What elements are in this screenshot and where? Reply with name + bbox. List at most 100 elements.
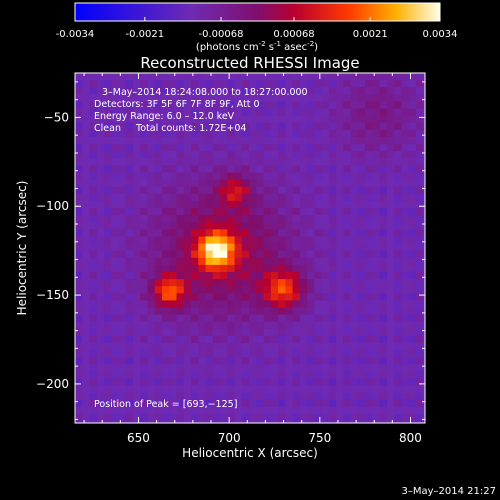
heatmap-cell xyxy=(140,158,149,166)
heatmap-cell xyxy=(256,193,265,202)
heatmap-cell xyxy=(357,279,366,287)
heatmap-cell xyxy=(205,371,214,380)
heatmap-cell xyxy=(198,151,207,159)
heatmap-cell xyxy=(365,144,374,152)
heatmap-cell xyxy=(285,236,294,245)
heatmap-cell xyxy=(89,165,98,174)
heatmap-cell xyxy=(104,94,112,103)
heatmap-cell xyxy=(104,236,112,245)
heatmap-cell xyxy=(111,350,120,358)
heatmap-cell xyxy=(256,200,265,209)
heatmap-cell xyxy=(191,215,199,223)
heatmap-cell xyxy=(321,314,330,323)
heatmap-cell xyxy=(423,129,425,138)
heatmap-cell xyxy=(176,300,185,309)
heatmap-cell xyxy=(299,222,308,230)
y-axis-label: Heliocentric Y (arcsec) xyxy=(15,181,29,316)
heatmap-cell xyxy=(147,343,156,351)
heatmap-cell xyxy=(205,193,214,202)
heatmap-cell xyxy=(96,264,105,273)
heatmap-cell xyxy=(328,257,337,266)
heatmap-cell xyxy=(379,335,388,344)
heatmap-cell xyxy=(321,385,330,394)
heatmap-cell xyxy=(328,314,337,323)
heatmap-cell xyxy=(285,407,294,415)
heatmap-cell xyxy=(292,144,301,152)
heatmap-cell xyxy=(415,115,424,124)
heatmap-cell xyxy=(220,222,228,230)
heatmap-cell xyxy=(111,129,120,138)
heatmap-cell xyxy=(169,307,178,316)
heatmap-cell xyxy=(278,94,286,103)
heatmap-cell xyxy=(285,385,294,394)
heatmap-cell xyxy=(379,385,388,394)
heatmap-cell xyxy=(154,229,163,238)
heatmap-cell xyxy=(357,257,366,266)
colorbar: -0.0034 -0.0021 -0.00068 0.00068 0.0021 0.003… xyxy=(56,2,458,53)
heatmap-cell xyxy=(263,165,272,174)
heatmap-cell xyxy=(191,165,199,174)
heatmap-cell xyxy=(292,250,301,259)
heatmap-cell xyxy=(415,179,424,188)
heatmap-cell xyxy=(408,215,417,223)
heatmap-cell xyxy=(191,129,199,138)
heatmap-cell xyxy=(147,407,156,415)
heatmap-cell xyxy=(111,193,120,202)
heatmap-cell xyxy=(249,307,257,316)
heatmap-cell xyxy=(278,335,286,344)
heatmap-cell xyxy=(401,80,410,88)
heatmap-cell xyxy=(75,264,83,273)
heatmap-cell xyxy=(212,357,221,365)
heatmap-cell xyxy=(343,243,352,252)
heatmap-cell xyxy=(162,421,170,423)
heatmap-cell xyxy=(176,293,185,302)
heatmap-cell xyxy=(285,208,294,216)
heatmap-cell xyxy=(394,293,403,302)
heatmap-cell xyxy=(249,222,257,230)
heatmap-cell xyxy=(386,108,395,117)
heatmap-cell xyxy=(249,158,257,166)
heatmap-cell xyxy=(234,250,243,259)
heatmap-cell xyxy=(147,200,156,209)
heatmap-cell xyxy=(169,158,178,166)
heatmap-cell xyxy=(125,129,134,138)
heatmap-cell xyxy=(140,179,149,188)
heatmap-cell xyxy=(350,293,359,302)
heatmap-cell xyxy=(227,136,236,145)
heatmap-cell xyxy=(183,279,192,287)
heatmap-cell xyxy=(89,186,98,195)
heatmap-cell xyxy=(89,300,98,309)
heatmap-cell xyxy=(328,179,337,188)
heatmap-cell xyxy=(401,250,410,259)
heatmap-cell xyxy=(176,357,185,365)
heatmap-cell xyxy=(118,300,127,309)
heatmap-cell xyxy=(198,179,207,188)
heatmap-cell xyxy=(75,286,83,294)
heatmap-cell xyxy=(118,279,127,287)
heatmap-cell xyxy=(191,172,199,181)
heatmap-cell xyxy=(154,144,163,152)
heatmap-cell xyxy=(372,186,381,195)
heatmap-cell xyxy=(75,279,83,287)
heatmap-cell xyxy=(96,229,105,238)
heatmap-cell xyxy=(133,186,141,195)
heatmap-cell xyxy=(401,392,410,401)
heatmap-cell xyxy=(321,94,330,103)
heatmap-cell xyxy=(147,108,156,117)
heatmap-cell xyxy=(205,172,214,181)
heatmap-cell xyxy=(350,129,359,138)
heatmap-cell xyxy=(343,300,352,309)
heatmap-cell xyxy=(401,101,410,110)
heatmap-cell xyxy=(307,307,315,316)
heatmap-cell xyxy=(169,215,178,223)
heatmap-cell xyxy=(111,286,120,294)
heatmap-cell xyxy=(249,144,257,152)
heatmap-cell xyxy=(343,257,352,266)
y-tick-label: −100 xyxy=(36,199,69,213)
heatmap-cell xyxy=(270,250,279,259)
heatmap-cell xyxy=(408,222,417,230)
heatmap-cell xyxy=(299,250,308,259)
heatmap-cell xyxy=(183,144,192,152)
heatmap-cell xyxy=(227,115,236,124)
heatmap-cell xyxy=(307,399,315,408)
